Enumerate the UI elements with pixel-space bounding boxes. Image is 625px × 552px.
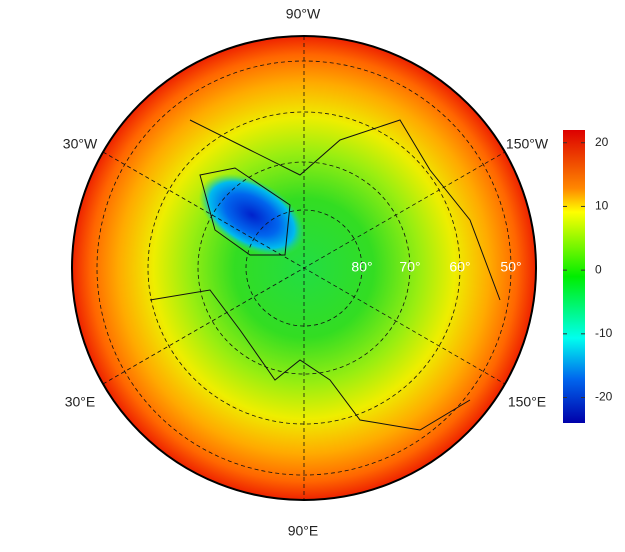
longitude-label: 30°E [65, 394, 96, 410]
colorbar-tick-label: -20 [595, 390, 613, 404]
longitude-label: 150°W [506, 136, 549, 152]
colorbar [563, 130, 585, 423]
latitude-label: 80° [351, 259, 372, 275]
latitude-label: 60° [449, 259, 470, 275]
map-border [71, 35, 537, 501]
longitude-label: 150°E [508, 394, 546, 410]
colorbar-tick-label: 20 [595, 135, 609, 149]
latitude-label: 70° [399, 259, 420, 275]
longitude-label: 90°E [288, 523, 319, 539]
graticule [96, 36, 512, 500]
latitude-label: 50° [500, 259, 521, 275]
longitude-label: 90°W [286, 6, 321, 22]
colorbar-tick-label: 10 [595, 199, 609, 213]
longitude-label: 30°W [63, 136, 98, 152]
colorbar-tick-label: -10 [595, 326, 613, 340]
colorbar-tick-label: 0 [595, 262, 602, 276]
